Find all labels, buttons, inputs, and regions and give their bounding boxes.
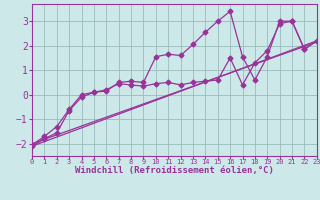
X-axis label: Windchill (Refroidissement éolien,°C): Windchill (Refroidissement éolien,°C)	[75, 166, 274, 175]
